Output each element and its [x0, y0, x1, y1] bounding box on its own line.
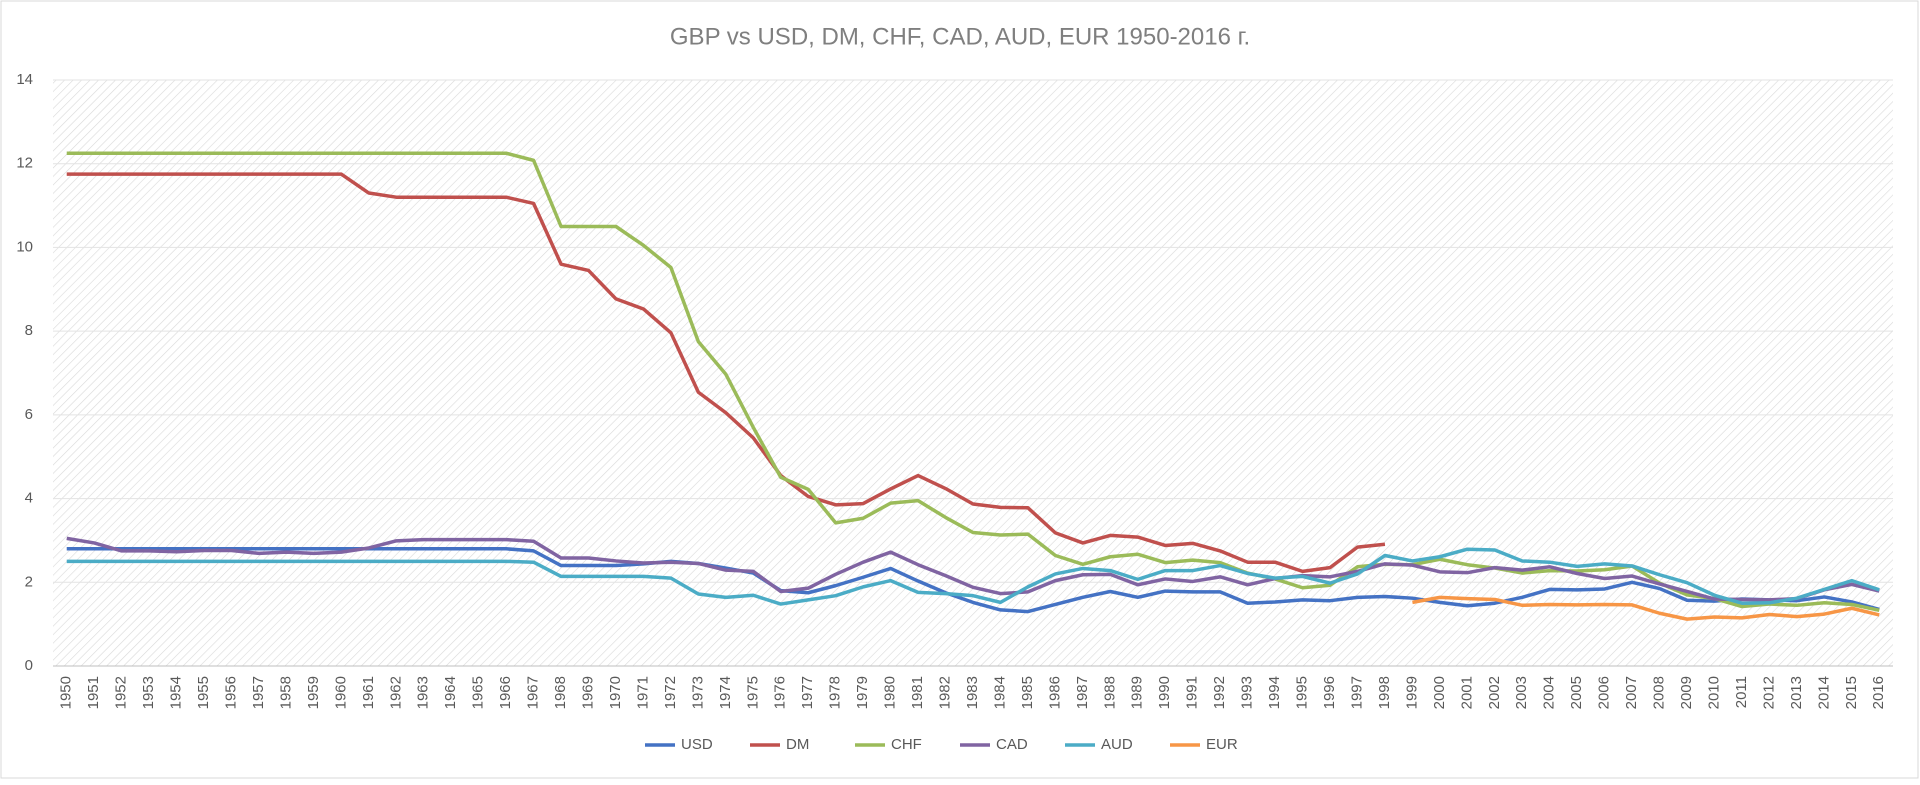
x-tick-label: 1955 — [195, 676, 212, 709]
x-tick-label: 1975 — [744, 676, 761, 709]
x-tick-label: 1993 — [1239, 676, 1256, 709]
x-tick-label: 1966 — [497, 676, 514, 709]
series-line — [66, 172, 1386, 574]
x-tick-label: 1967 — [525, 676, 542, 709]
x-tick-label: 1951 — [85, 676, 102, 709]
x-tick-label: 1997 — [1348, 676, 1365, 709]
x-tick-label: 2003 — [1513, 676, 1530, 709]
x-tick-label: 1986 — [1046, 676, 1063, 709]
x-tick-label: 1984 — [991, 676, 1008, 709]
y-tick-label: 6 — [25, 406, 33, 423]
x-tick-label: 2001 — [1458, 676, 1475, 709]
x-tick-label: 2007 — [1623, 676, 1640, 709]
legend-label: CAD — [996, 736, 1028, 753]
x-tick-label: 1994 — [1266, 676, 1283, 709]
y-tick-label: 2 — [25, 573, 33, 590]
x-tick-label: 1958 — [277, 676, 294, 709]
x-tick-label: 1968 — [552, 676, 569, 709]
x-tick-label: 1973 — [689, 676, 706, 709]
series-line — [66, 536, 1880, 602]
x-tick-label: 1970 — [607, 676, 624, 709]
legend-label: CHF — [891, 736, 922, 753]
x-tick-label: 1959 — [305, 676, 322, 709]
x-tick-label: 1981 — [909, 676, 926, 709]
x-tick-label: 1957 — [250, 676, 267, 709]
x-tick-label: 2015 — [1843, 676, 1860, 709]
x-tick-label: 1982 — [937, 676, 954, 709]
legend-label: DM — [786, 736, 809, 753]
plot-area — [53, 80, 1893, 666]
y-tick-label: 14 — [16, 71, 33, 88]
x-tick-label: 1992 — [1211, 676, 1228, 709]
x-tick-label: 2000 — [1431, 676, 1448, 709]
x-tick-label: 2004 — [1541, 676, 1558, 709]
x-tick-label: 1978 — [827, 676, 844, 709]
x-tick-label: 1971 — [634, 676, 651, 709]
x-tick-label: 2016 — [1870, 676, 1887, 709]
x-tick-label: 2005 — [1568, 676, 1585, 709]
x-tick-label: 2010 — [1705, 676, 1722, 709]
x-tick-label: 1996 — [1321, 676, 1338, 709]
x-tick-label: 1989 — [1129, 676, 1146, 709]
y-tick-label: 0 — [25, 657, 33, 674]
x-tick-label: 1969 — [579, 676, 596, 709]
x-tick-label: 1965 — [470, 676, 487, 709]
x-tick-label: 1956 — [222, 676, 239, 709]
x-tick-label: 1991 — [1184, 676, 1201, 709]
x-tick-label: 2008 — [1651, 676, 1668, 709]
x-tick-label: 2006 — [1596, 676, 1613, 709]
x-tick-label: 1974 — [717, 676, 734, 709]
x-tick-label: 1985 — [1019, 676, 1036, 709]
legend-label: EUR — [1206, 736, 1238, 753]
x-tick-label: 2012 — [1760, 676, 1777, 709]
y-tick-label: 8 — [25, 322, 33, 339]
x-tick-label: 1988 — [1101, 676, 1118, 709]
x-tick-label: 1977 — [799, 676, 816, 709]
series-line — [66, 547, 1880, 606]
series-line — [66, 151, 1880, 613]
x-tick-label: 2011 — [1733, 676, 1750, 708]
legend-label: AUD — [1101, 736, 1133, 753]
x-tick-label: 1995 — [1294, 676, 1311, 709]
x-tick-label: 1979 — [854, 676, 871, 709]
x-tick-label: 1983 — [964, 676, 981, 709]
x-tick-label: 1960 — [332, 676, 349, 709]
x-tick-label: 2009 — [1678, 676, 1695, 709]
legend-label: USD — [681, 736, 713, 753]
x-tick-label: 1963 — [415, 676, 432, 709]
x-tick-label: 2013 — [1788, 676, 1805, 709]
series-line — [1412, 595, 1880, 621]
x-tick-label: 2014 — [1815, 676, 1832, 709]
y-tick-label: 10 — [16, 238, 33, 255]
x-tick-label: 1962 — [387, 676, 404, 709]
x-tick-label: 1990 — [1156, 676, 1173, 709]
x-tick-label: 1961 — [360, 676, 377, 709]
x-tick-label: 1954 — [168, 676, 185, 709]
x-tick-label: 1987 — [1074, 676, 1091, 709]
chart-title: GBP vs USD, DM, CHF, CAD, AUD, EUR 1950-… — [670, 23, 1250, 50]
x-tick-label: 1950 — [58, 676, 75, 709]
y-tick-label: 4 — [25, 490, 33, 507]
y-tick-label: 12 — [16, 155, 33, 172]
x-tick-label: 1998 — [1376, 676, 1393, 709]
x-tick-label: 1964 — [442, 676, 459, 709]
x-tick-label: 2002 — [1486, 676, 1503, 709]
x-tick-label: 1980 — [882, 676, 899, 709]
x-tick-label: 1953 — [140, 676, 157, 709]
x-tick-label: 1999 — [1403, 676, 1420, 709]
x-tick-label: 1972 — [662, 676, 679, 709]
x-tick-label: 1952 — [113, 676, 130, 709]
x-tick-label: 1976 — [772, 676, 789, 709]
